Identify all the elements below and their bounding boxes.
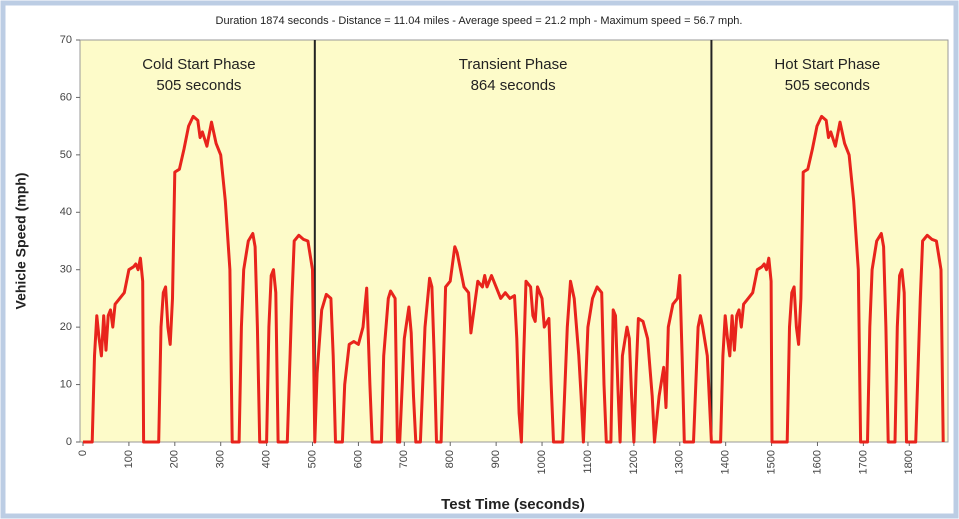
phase-duration: 505 seconds xyxy=(156,77,241,94)
chart-title: Duration 1874 seconds - Distance = 11.04… xyxy=(216,15,743,27)
phase-name: Transient Phase xyxy=(459,56,568,73)
x-tick-label: 1600 xyxy=(811,450,823,474)
phase-duration: 505 seconds xyxy=(785,77,870,94)
y-tick-label: 70 xyxy=(60,34,72,46)
x-tick-label: 0 xyxy=(77,450,89,456)
x-tick-label: 500 xyxy=(306,450,318,468)
x-tick-label: 1700 xyxy=(857,450,869,474)
y-tick-label: 40 xyxy=(60,206,72,218)
phase-name: Cold Start Phase xyxy=(142,56,255,73)
speed-line xyxy=(83,114,945,444)
y-tick-label: 60 xyxy=(60,91,72,103)
x-tick-label: 1100 xyxy=(582,450,594,474)
x-tick-label: 1400 xyxy=(720,450,732,474)
x-tick-label: 1500 xyxy=(765,450,777,474)
y-tick-label: 10 xyxy=(60,378,72,390)
x-axis-title: Test Time (seconds) xyxy=(441,496,585,513)
x-tick-label: 200 xyxy=(169,450,181,468)
x-tick-label: 600 xyxy=(352,450,364,468)
x-tick-label: 800 xyxy=(444,450,456,468)
x-tick-label: 1800 xyxy=(903,450,915,474)
y-tick-label: 20 xyxy=(60,321,72,333)
x-tick-label: 900 xyxy=(490,450,502,468)
x-tick-label: 300 xyxy=(215,450,227,468)
x-tick-label: 1000 xyxy=(536,450,548,474)
x-tick-label: 700 xyxy=(398,450,410,468)
y-tick-label: 50 xyxy=(60,149,72,161)
x-tick-label: 1200 xyxy=(628,450,640,474)
y-tick-label: 0 xyxy=(66,436,72,448)
y-tick-label: 30 xyxy=(60,264,72,276)
y-axis-title: Vehicle Speed (mph) xyxy=(13,173,29,310)
x-tick-label: 1300 xyxy=(674,450,686,474)
x-tick-label: 400 xyxy=(261,450,273,468)
x-tick-label: 100 xyxy=(123,450,135,468)
phase-name: Hot Start Phase xyxy=(774,56,880,73)
phase-duration: 864 seconds xyxy=(471,77,556,94)
plot-area xyxy=(79,39,949,443)
